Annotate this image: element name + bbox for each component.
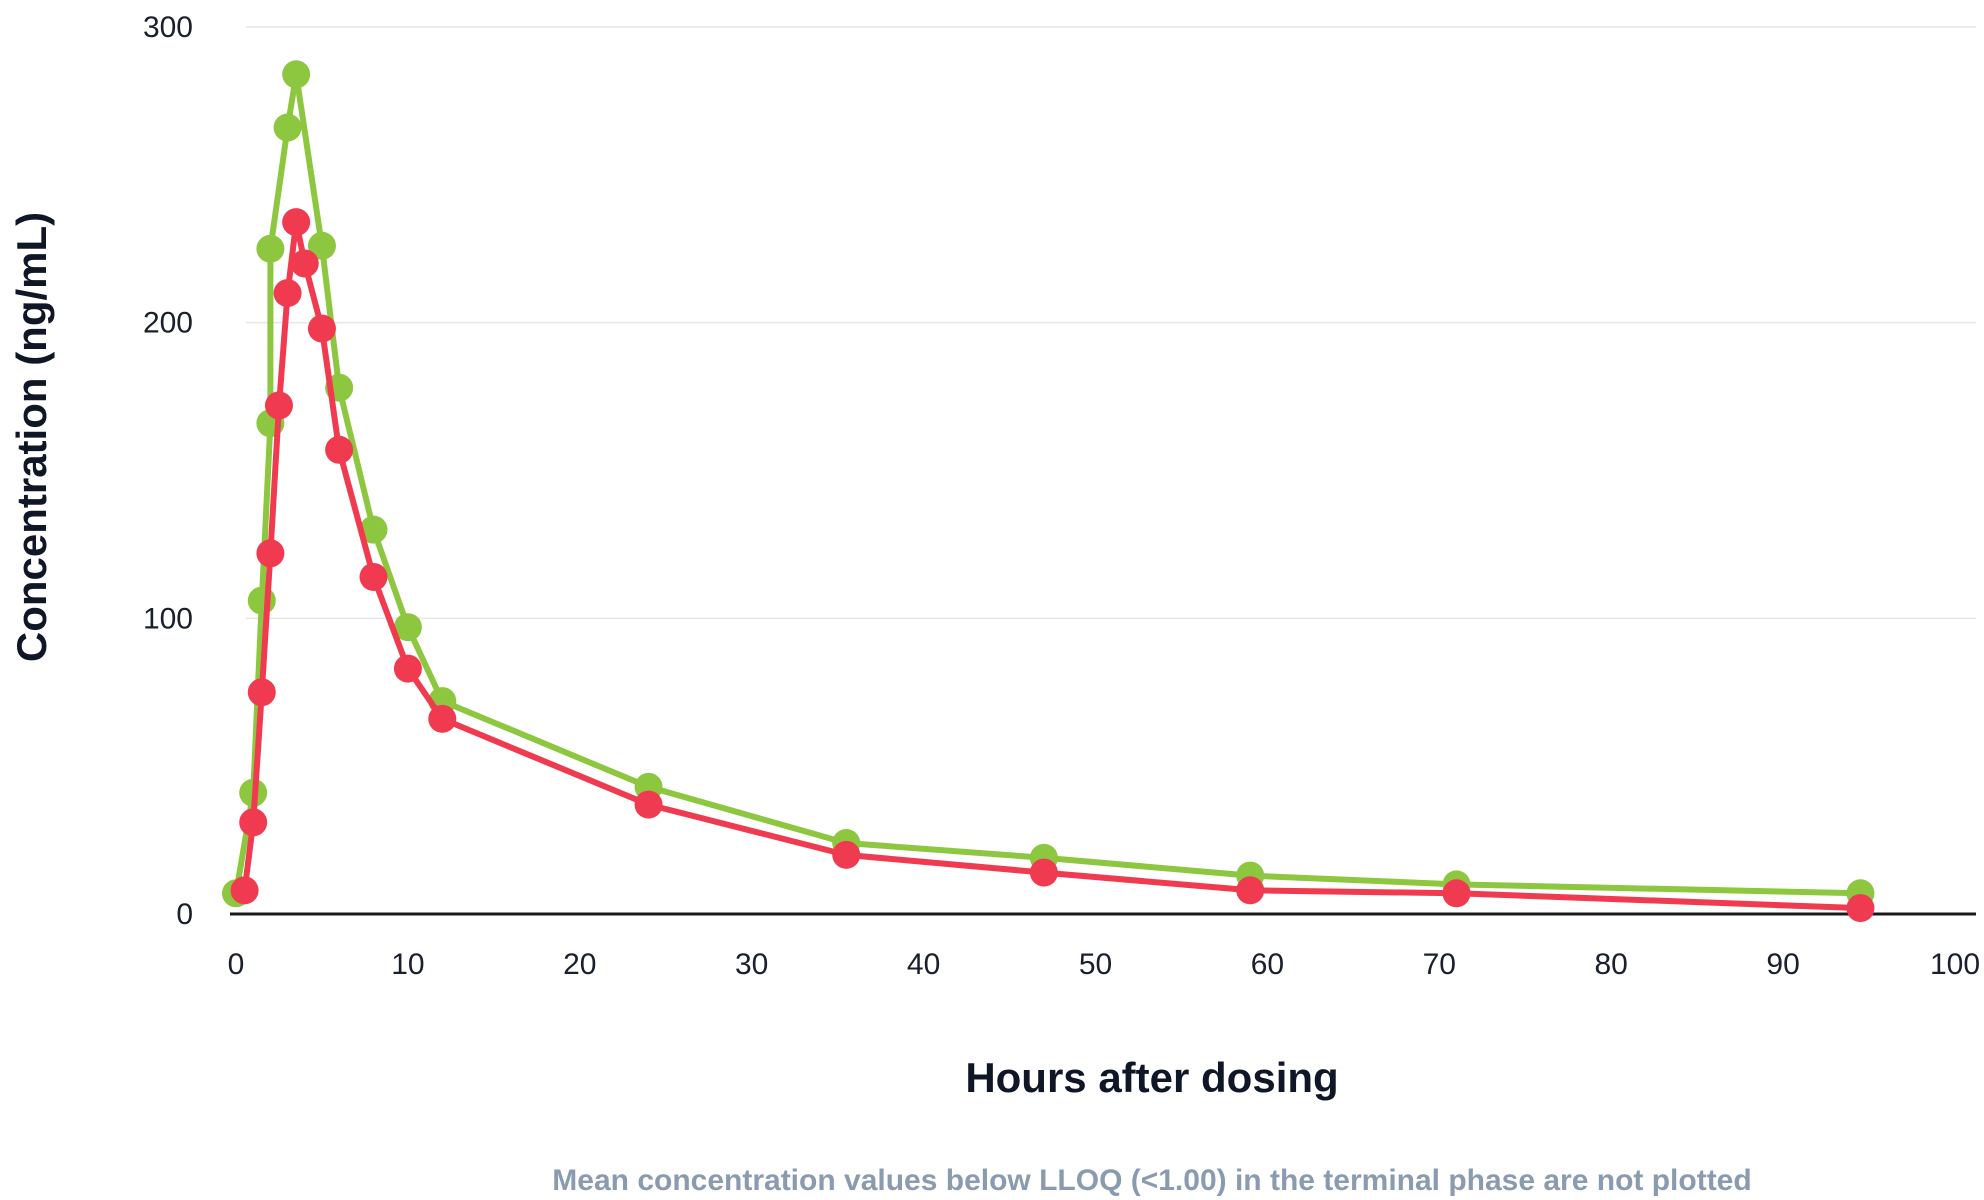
x-tick-label: 20 bbox=[563, 948, 596, 981]
series-2 bbox=[230, 208, 1875, 923]
data-point bbox=[256, 539, 285, 568]
data-point bbox=[282, 60, 311, 89]
data-point bbox=[239, 808, 268, 837]
data-point bbox=[273, 113, 302, 142]
data-point bbox=[428, 704, 457, 733]
x-tick-label: 30 bbox=[735, 948, 768, 981]
data-point bbox=[1442, 879, 1471, 908]
x-tick-label: 70 bbox=[1423, 948, 1456, 981]
footnote: Mean concentration values below LLOQ (<1… bbox=[552, 1164, 1751, 1197]
data-point bbox=[1236, 876, 1265, 905]
data-point bbox=[247, 586, 276, 615]
data-point bbox=[264, 391, 293, 420]
data-point bbox=[230, 876, 259, 905]
x-tick-label: 60 bbox=[1251, 948, 1284, 981]
y-tick-label: 0 bbox=[176, 898, 193, 931]
x-tick-label: 80 bbox=[1595, 948, 1628, 981]
data-point bbox=[273, 279, 302, 308]
x-tick-labels: 0 10 20 30 40 50 60 70 80 90 100 bbox=[228, 948, 1980, 981]
series-line bbox=[241, 219, 1864, 912]
data-point bbox=[634, 790, 663, 819]
y-tick-label: 200 bbox=[143, 307, 193, 340]
y-axis-title: Concentration (ng/mL) bbox=[8, 212, 55, 662]
data-series bbox=[222, 60, 1875, 923]
y-tick-label: 300 bbox=[143, 11, 193, 44]
x-tick-label: 40 bbox=[907, 948, 940, 981]
data-point bbox=[307, 231, 336, 260]
x-tick-label: 10 bbox=[391, 948, 424, 981]
data-point bbox=[307, 314, 336, 343]
data-point bbox=[359, 562, 388, 591]
data-point bbox=[247, 678, 276, 707]
y-tick-labels: 0 100 200 300 bbox=[143, 11, 193, 931]
x-tick-label: 0 bbox=[228, 948, 245, 981]
data-point bbox=[325, 435, 354, 464]
series-line bbox=[233, 71, 1864, 897]
series-1 bbox=[222, 60, 1875, 908]
data-point bbox=[359, 515, 388, 544]
data-point bbox=[832, 840, 861, 869]
data-point bbox=[393, 613, 422, 642]
data-point bbox=[256, 234, 285, 263]
data-point bbox=[393, 654, 422, 683]
x-axis-title: Hours after dosing bbox=[965, 1054, 1338, 1101]
y-tick-label: 100 bbox=[143, 602, 193, 635]
x-tick-label: 90 bbox=[1766, 948, 1799, 981]
data-point bbox=[1846, 894, 1875, 923]
data-point bbox=[1029, 858, 1058, 887]
gridlines bbox=[246, 26, 1976, 620]
data-point bbox=[282, 208, 311, 237]
x-tick-label: 100 bbox=[1930, 948, 1980, 981]
data-point bbox=[290, 249, 319, 278]
x-tick-label: 50 bbox=[1079, 948, 1112, 981]
